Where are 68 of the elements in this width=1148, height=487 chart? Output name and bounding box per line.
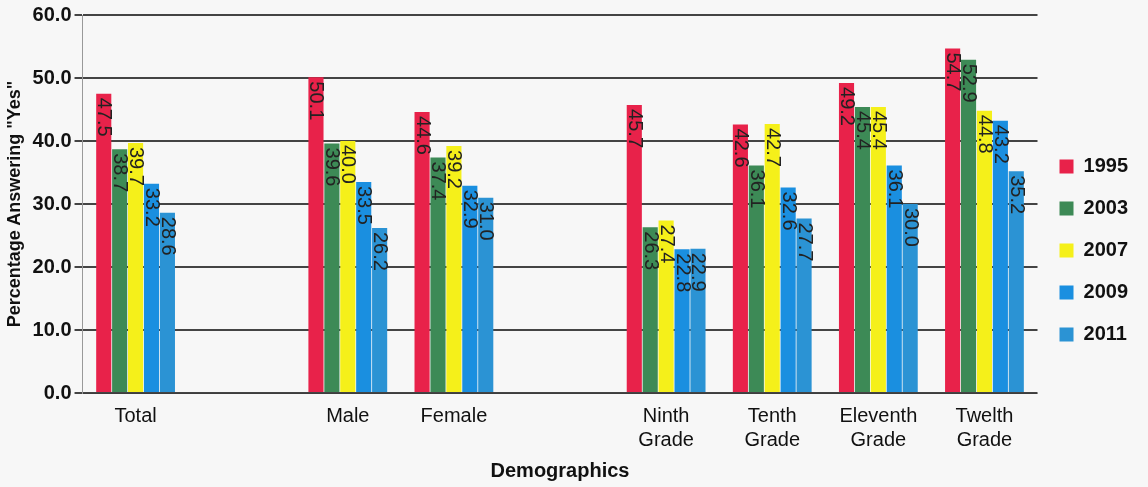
legend-label: 2009 — [1083, 280, 1129, 303]
x-tick-label: Tenth Grade — [744, 403, 801, 450]
bar — [1008, 171, 1024, 392]
data-label: 44.6 — [412, 116, 435, 155]
bar — [372, 227, 388, 392]
x-tick-label: Eleventh Grade — [839, 403, 918, 450]
bar — [642, 227, 658, 392]
bar — [446, 146, 462, 392]
legend-label: 2007 — [1083, 238, 1129, 261]
bar — [462, 185, 478, 392]
bar — [430, 157, 446, 392]
data-label: 36.1 — [746, 169, 769, 209]
bar — [992, 120, 1008, 392]
data-label: 45.7 — [624, 109, 647, 149]
bar — [112, 149, 128, 392]
data-label: 36.1 — [884, 169, 907, 209]
y-tick-label: 50.0 — [32, 65, 72, 88]
bar — [324, 143, 340, 392]
bar — [658, 220, 674, 392]
bar — [159, 212, 175, 392]
bar — [626, 105, 642, 392]
y-tick-label: 20.0 — [32, 254, 72, 277]
x-axis-title: Demographics — [490, 458, 630, 481]
bar — [732, 124, 748, 392]
bar — [902, 204, 918, 392]
bar — [796, 218, 812, 392]
bar — [748, 165, 764, 392]
x-tick-label: Twelth Grade — [955, 403, 1014, 450]
x-tick-label: Total — [114, 403, 157, 426]
data-label: 33.5 — [354, 185, 377, 225]
bar — [764, 123, 780, 392]
bar — [838, 83, 855, 392]
y-tick-label: 40.0 — [32, 128, 72, 151]
data-label: 42.7 — [762, 127, 785, 167]
y-tick-label: 0.0 — [43, 380, 72, 403]
legend-label: 2003 — [1083, 196, 1129, 219]
data-label: 35.2 — [1006, 175, 1029, 215]
data-label: 26.2 — [370, 231, 393, 271]
data-label: 50.1 — [306, 81, 329, 121]
bar — [854, 106, 870, 392]
y-tick-label: 10.0 — [32, 317, 72, 340]
y-tick-label: 30.0 — [32, 191, 72, 214]
bar — [870, 106, 886, 392]
x-tick-label: Female — [420, 403, 488, 426]
legend-label: 1995 — [1083, 154, 1129, 177]
bar — [690, 248, 706, 392]
x-tick-label: Ninth Grade — [638, 403, 694, 450]
bar — [478, 197, 494, 392]
bar — [340, 141, 356, 392]
legend-label: 2011 — [1083, 322, 1127, 345]
y-axis-title: Percentage Answering "Yes" — [3, 80, 24, 328]
bar — [780, 187, 796, 392]
y-tick-label: 60.0 — [32, 2, 72, 25]
x-tick-label: Male — [326, 403, 370, 426]
bar — [308, 77, 324, 392]
bar — [976, 110, 993, 392]
bar — [960, 59, 977, 392]
bar — [96, 93, 112, 392]
bar — [674, 249, 690, 392]
data-label: 30.0 — [900, 208, 923, 247]
data-label: 42.6 — [730, 128, 753, 168]
bar — [356, 181, 372, 392]
data-label: 47.5 — [94, 97, 117, 137]
bar — [886, 165, 902, 392]
bar — [128, 142, 144, 392]
bar — [414, 112, 430, 392]
bar — [945, 48, 961, 392]
bar — [143, 183, 160, 392]
